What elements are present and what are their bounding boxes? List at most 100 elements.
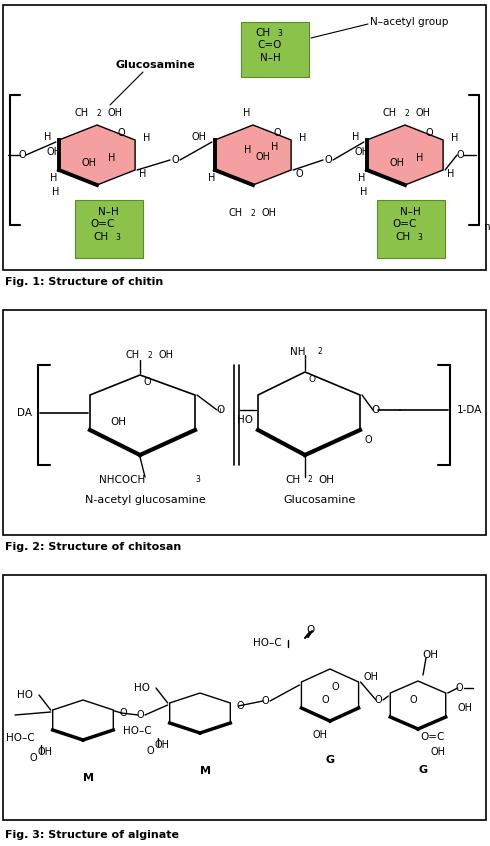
Polygon shape — [367, 125, 443, 185]
Text: H: H — [447, 169, 455, 179]
Text: CH: CH — [395, 232, 410, 242]
Text: N–acetyl group: N–acetyl group — [370, 17, 448, 27]
Polygon shape — [170, 693, 230, 733]
Text: OH: OH — [107, 108, 122, 118]
Text: Glucosamine: Glucosamine — [284, 495, 356, 505]
Text: 2: 2 — [318, 348, 322, 356]
Text: O: O — [456, 150, 464, 160]
Text: 1-DA: 1-DA — [457, 405, 482, 415]
Polygon shape — [215, 125, 291, 185]
Text: NHCOCH: NHCOCH — [99, 475, 145, 485]
Text: OH: OH — [261, 208, 276, 218]
Text: O=C: O=C — [91, 219, 115, 229]
Text: H: H — [299, 133, 306, 143]
Text: CH: CH — [229, 208, 243, 218]
Text: OH: OH — [158, 350, 173, 360]
Text: Fig. 3: Structure of alginate: Fig. 3: Structure of alginate — [5, 830, 179, 840]
Text: OH: OH — [38, 747, 52, 757]
Text: CH: CH — [255, 28, 270, 38]
Text: HO: HO — [17, 690, 33, 700]
Text: 2: 2 — [308, 475, 313, 485]
Bar — [75, 200, 143, 258]
Text: HO: HO — [134, 683, 150, 693]
Text: CH: CH — [285, 475, 300, 485]
Text: C=O: C=O — [258, 40, 282, 50]
Text: O: O — [371, 405, 379, 415]
Text: O: O — [321, 695, 329, 705]
Text: 2: 2 — [250, 208, 255, 217]
Text: H: H — [44, 132, 51, 142]
Text: H: H — [108, 153, 116, 163]
Text: N-acetyl glucosamine: N-acetyl glucosamine — [85, 495, 205, 505]
Text: O: O — [29, 753, 37, 763]
Text: O: O — [261, 696, 269, 706]
Text: O: O — [171, 155, 179, 165]
Text: CH: CH — [93, 232, 108, 242]
Text: N–H: N–H — [98, 207, 119, 217]
Text: O: O — [120, 708, 127, 718]
Text: H: H — [358, 173, 366, 183]
Text: OH: OH — [422, 650, 438, 660]
Text: H: H — [271, 142, 279, 152]
Text: DA: DA — [17, 408, 32, 418]
Text: H: H — [143, 133, 150, 143]
Text: O: O — [309, 376, 316, 384]
Polygon shape — [59, 125, 135, 185]
Text: HO–C: HO–C — [123, 726, 152, 736]
Polygon shape — [391, 681, 446, 729]
Text: O: O — [374, 695, 382, 705]
Text: H: H — [52, 187, 60, 197]
Text: O: O — [324, 155, 332, 165]
Text: H: H — [360, 187, 368, 197]
Text: 2: 2 — [97, 108, 101, 118]
Text: H: H — [416, 153, 424, 163]
Text: O: O — [117, 128, 125, 138]
Text: HO–C: HO–C — [253, 638, 282, 648]
Text: 3: 3 — [116, 233, 121, 241]
Text: CH: CH — [126, 350, 140, 360]
Polygon shape — [258, 372, 360, 455]
Text: O: O — [409, 695, 417, 705]
Text: H: H — [245, 145, 252, 155]
Text: O=C: O=C — [421, 732, 445, 742]
Text: O: O — [273, 128, 281, 138]
Text: H: H — [208, 173, 216, 183]
Text: OH: OH — [110, 417, 126, 427]
Text: Fig. 1: Structure of chitin: Fig. 1: Structure of chitin — [5, 277, 163, 287]
Text: 2: 2 — [147, 350, 152, 360]
Text: O: O — [144, 377, 151, 387]
Text: OH: OH — [363, 672, 378, 682]
Text: O: O — [146, 746, 154, 756]
Text: H: H — [244, 108, 251, 118]
Text: M: M — [82, 773, 94, 783]
Polygon shape — [53, 700, 113, 740]
Text: CH: CH — [75, 108, 89, 118]
Text: OH: OH — [318, 475, 334, 485]
Text: O: O — [306, 625, 314, 635]
Text: Glucosamine: Glucosamine — [115, 60, 195, 70]
Text: OH: OH — [354, 147, 369, 157]
Text: OH: OH — [431, 747, 445, 757]
Text: O: O — [456, 683, 464, 693]
Text: OH: OH — [47, 147, 61, 157]
Text: n: n — [484, 222, 490, 232]
Text: NH: NH — [290, 347, 305, 357]
Text: H: H — [351, 132, 359, 142]
Bar — [3, 5, 486, 270]
Polygon shape — [90, 375, 195, 455]
Bar — [241, 22, 309, 77]
Text: O: O — [216, 405, 224, 415]
Text: O=C: O=C — [393, 219, 417, 229]
Text: HO: HO — [237, 415, 253, 425]
Text: OH: OH — [313, 730, 327, 740]
Bar — [3, 310, 486, 535]
Text: G: G — [325, 755, 335, 765]
Text: H: H — [50, 173, 58, 183]
Text: 2: 2 — [405, 108, 409, 118]
Text: H: H — [451, 133, 459, 143]
Text: OH: OH — [390, 158, 405, 168]
Text: O: O — [18, 150, 26, 160]
Text: G: G — [418, 765, 428, 775]
Text: OH: OH — [458, 703, 473, 713]
Text: OH: OH — [81, 158, 97, 168]
